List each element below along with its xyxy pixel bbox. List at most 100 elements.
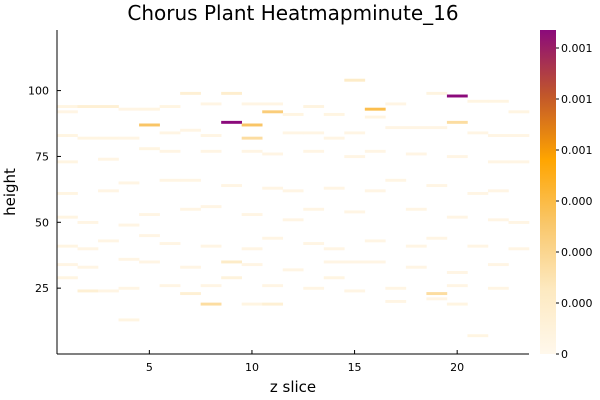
heatmap-cell [139, 107, 160, 111]
heatmap-cell [426, 91, 448, 95]
heatmap-cell [303, 286, 325, 290]
heatmap-cell [467, 99, 489, 103]
heatmap-cell [323, 112, 345, 116]
plot-area [57, 78, 530, 338]
heatmap-cell [282, 112, 304, 116]
heatmap-cell [405, 265, 427, 269]
heatmap-cell [98, 239, 119, 243]
heatmap-cell [385, 178, 407, 182]
heatmap-cell [159, 131, 181, 135]
heatmap-cell [446, 215, 468, 219]
heatmap-cell [303, 207, 325, 211]
heatmap-cell [159, 284, 181, 288]
heatmap-cell [57, 276, 78, 280]
heatmap-cell [139, 123, 160, 127]
heatmap-cell [303, 105, 325, 109]
heatmap-cell [344, 289, 366, 293]
heatmap-cell [241, 213, 263, 217]
heatmap-cell [77, 136, 99, 140]
heatmap-cell [262, 152, 284, 156]
heatmap-cell [139, 147, 160, 151]
heatmap-cell [487, 218, 509, 222]
x-tick-label: 5 [146, 361, 153, 374]
y-tick-label: 50 [35, 216, 49, 229]
x-tick-label: 10 [245, 361, 259, 374]
heatmap-cell [221, 260, 242, 264]
heatmap-cell [200, 149, 222, 153]
heatmap-cell [200, 134, 222, 137]
heatmap-cell [77, 289, 99, 293]
heatmap-cell [487, 134, 509, 137]
heatmap-cell [323, 260, 345, 264]
colorbar-tick-label: 0.000 [561, 195, 593, 208]
heatmap-cell [180, 178, 201, 182]
heatmap-cell [241, 302, 263, 306]
heatmap-cell [57, 134, 78, 137]
y-ticks: 25 50 75 100 [28, 85, 61, 295]
heatmap-cell [385, 300, 407, 303]
heatmap-cell [98, 105, 119, 109]
heatmap-cell [118, 181, 140, 185]
heatmap-cell [508, 110, 530, 114]
heatmap-cell [180, 292, 201, 296]
heatmap-cell [241, 123, 263, 127]
heatmap-cell [426, 236, 448, 240]
heatmap-cell [323, 276, 345, 280]
x-tick-label: 15 [348, 361, 362, 374]
heatmap-cell [241, 136, 263, 140]
heatmap-cell [77, 220, 99, 224]
colorbar-tick-label: 0.000 [561, 246, 593, 259]
heatmap-cell [57, 160, 78, 164]
colorbar-tick-label: 0.001 [561, 144, 593, 157]
heatmap-cell [426, 126, 448, 130]
y-tick-label: 100 [28, 85, 49, 98]
heatmap-cell [221, 276, 242, 280]
heatmap-cell [303, 131, 325, 135]
heatmap-cell [118, 223, 140, 227]
heatmap-cell [241, 102, 263, 106]
heatmap-cell [57, 215, 78, 219]
colorbar: 0 0.000 0.000 0.000 0.001 0.001 0.001 [540, 30, 593, 361]
heatmap-cell [487, 286, 509, 290]
heatmap-cell [200, 302, 222, 306]
heatmap-cell [118, 107, 140, 111]
heatmap-cell [344, 131, 366, 135]
heatmap-cell [262, 186, 284, 190]
heatmap-cell [262, 302, 284, 306]
heatmap-cell [282, 268, 304, 272]
colorbar-gradient [540, 30, 556, 354]
y-axis-label: height [1, 168, 19, 216]
heatmap-cell [426, 292, 448, 296]
heatmap-cell [405, 207, 427, 211]
heatmap-cell [98, 289, 119, 293]
heatmap-cell [180, 265, 201, 269]
heatmap-cell [426, 184, 448, 188]
heatmap-cell [446, 94, 468, 98]
x-ticks: 5 10 15 20 [146, 350, 464, 374]
heatmap-cell [405, 152, 427, 156]
heatmap-cell [77, 265, 99, 269]
heatmap-cell [405, 126, 427, 130]
heatmap-cell [159, 105, 181, 109]
heatmap-cell [364, 107, 386, 111]
heatmap-cell [262, 284, 284, 288]
heatmap-cell [487, 263, 509, 267]
heatmap-cell [487, 99, 509, 103]
heatmap-cell [57, 263, 78, 267]
colorbar-tick-label: 0 [561, 348, 568, 361]
heatmap-cell [364, 189, 386, 193]
heatmap-cell [446, 120, 468, 124]
heatmap-cell [221, 120, 242, 124]
heatmap-cell [364, 239, 386, 243]
y-tick-label: 75 [35, 150, 49, 163]
heatmap-cell [508, 134, 530, 137]
heatmap-cell [364, 260, 386, 264]
heatmap-cell [405, 244, 427, 248]
heatmap-cell [57, 110, 78, 114]
heatmap-cell [139, 260, 160, 264]
heatmap-cell [139, 213, 160, 217]
heatmap-cell [508, 247, 530, 251]
heatmap-cell [262, 110, 284, 114]
chart-title: Chorus Plant Heatmapminute_16 [127, 1, 458, 25]
